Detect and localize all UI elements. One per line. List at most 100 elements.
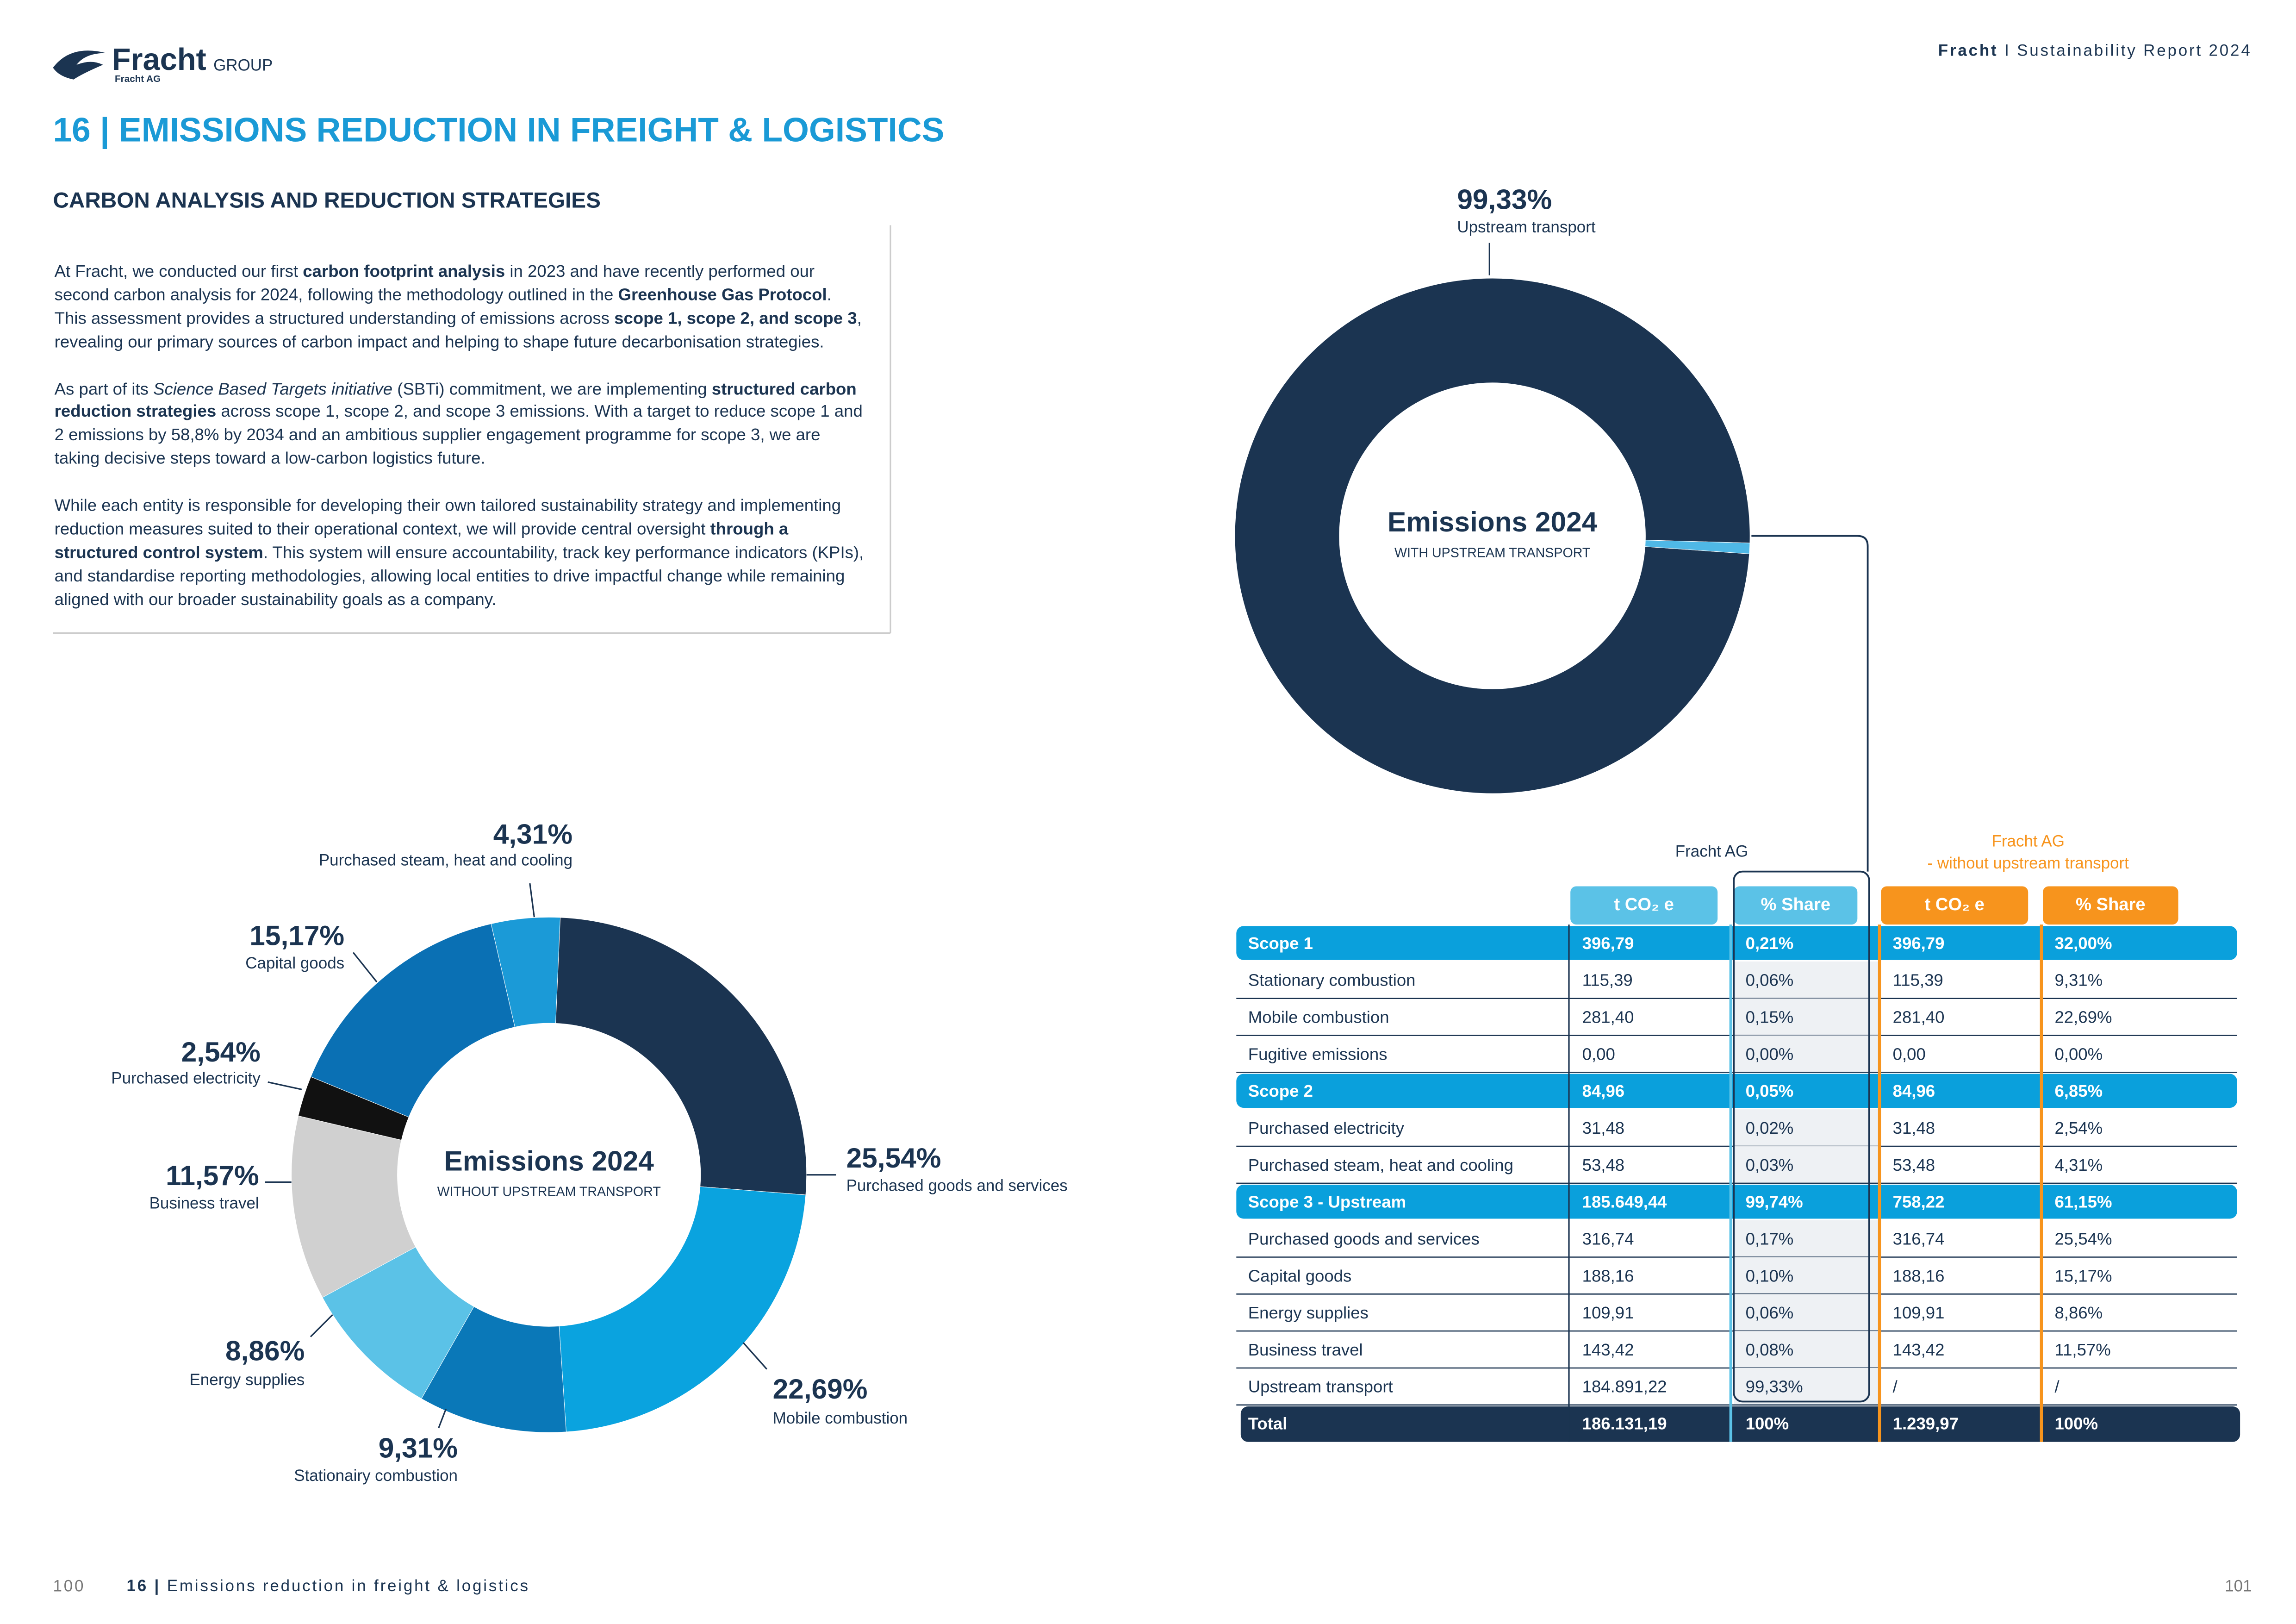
share-cell-bg	[1734, 998, 1880, 1036]
table-cell: 281,40	[1893, 1008, 1945, 1027]
share-cell-bg	[1734, 1146, 1880, 1183]
chapter-title: Emissions reduction in freight & logisti…	[167, 1577, 530, 1595]
chart-title: Emissions 2024	[444, 1145, 654, 1176]
table-cell: 115,39	[1893, 971, 1943, 990]
scope-row-bg	[1236, 1074, 2237, 1108]
donut-slice	[310, 923, 516, 1118]
table-cell: 53,48	[1893, 1156, 1935, 1174]
report-brand: Fracht	[1938, 42, 1998, 60]
table-cell: 15,17%	[2054, 1266, 2112, 1285]
table-cell: 143,42	[1893, 1340, 1945, 1359]
share-cell-bg	[1734, 1331, 1880, 1368]
category-label: Stationairy combustion	[294, 1467, 458, 1485]
text-run: structured carbon reduction strategies	[54, 381, 857, 422]
table-cell: 0,00%	[2054, 1044, 2103, 1063]
leader-line	[268, 1081, 302, 1090]
table-cell: 25,54%	[2054, 1229, 2112, 1248]
share-cell-bg	[1734, 1368, 1880, 1405]
text-run: through a structured control system	[54, 521, 789, 562]
column-header-bg	[1570, 886, 1718, 925]
text-run: As part of its	[54, 381, 154, 399]
text-run: (SBTi) commitment, we are implementing	[392, 381, 712, 399]
donut-slice	[1234, 278, 1750, 794]
table-cell: 99,33%	[1746, 1377, 1803, 1396]
table-cell: 53,48	[1582, 1156, 1625, 1174]
value-label: 9,31%	[379, 1432, 458, 1463]
category-label: Energy supplies	[189, 1371, 305, 1389]
table-cell: 100%	[1746, 1414, 1789, 1433]
total-row-bg	[1240, 1406, 2240, 1442]
leader-line	[438, 1408, 447, 1429]
text-run: across scope 1, scope 2, and scope 3 emi…	[54, 404, 863, 469]
highlight-box	[1733, 870, 1870, 1403]
chart-title: Emissions 2024	[1388, 506, 1598, 537]
table-cell: 0,03%	[1746, 1156, 1794, 1174]
table-cell: 84,96	[1582, 1081, 1625, 1100]
row-label: Scope 1	[1248, 934, 1313, 953]
category-label: Mobile combustion	[773, 1409, 908, 1427]
category-label: Capital goods	[245, 954, 344, 972]
table-cell: 396,79	[1582, 934, 1634, 953]
row-label: Fugitive emissions	[1248, 1044, 1388, 1063]
column-header: % Share	[2076, 894, 2146, 914]
table-cell: 61,15%	[2054, 1193, 2112, 1212]
text-run: . This system will ensure accountability…	[54, 544, 864, 609]
text-run: scope 1, scope 2, and scope 3	[614, 310, 857, 328]
table-cell: /	[2054, 1377, 2060, 1396]
table-cell: 31,48	[1893, 1118, 1935, 1137]
scope-row-bg	[1236, 926, 2237, 960]
page-number: 101	[2225, 1577, 2252, 1595]
share-cell-bg	[1734, 1220, 1880, 1257]
table-cell: 184.891,22	[1582, 1377, 1667, 1396]
table-cell: 0,00	[1582, 1044, 1615, 1063]
table-cell: 0,10%	[1746, 1266, 1794, 1285]
donut-slice	[559, 1186, 806, 1432]
table-cell: 0,08%	[1746, 1340, 1794, 1359]
text-run: . This assessment provides a structured …	[54, 287, 832, 328]
table-cell: 0,21%	[1746, 934, 1794, 953]
value-label: 15,17%	[249, 920, 344, 951]
value-label: 25,54%	[846, 1142, 941, 1174]
page-number: 100	[53, 1577, 85, 1595]
leader-line	[529, 883, 535, 918]
column-header-bg	[1734, 886, 1858, 925]
column-header: t CO₂ e	[1614, 894, 1674, 914]
text-run: , revealing our primary sources of carbo…	[54, 310, 862, 352]
table-cell: /	[1893, 1377, 1898, 1396]
table-cell: 115,39	[1582, 971, 1633, 990]
row-label: Capital goods	[1248, 1266, 1352, 1285]
table-cell: 0,06%	[1746, 971, 1794, 990]
table-cell: 6,85%	[2054, 1081, 2103, 1100]
row-label: Purchased goods and services	[1248, 1229, 1480, 1248]
table-cell: 11,57%	[2054, 1340, 2110, 1359]
table-cell: 0,00	[1893, 1044, 1926, 1063]
table-cell: 0,15%	[1746, 1008, 1794, 1027]
value-label: 22,69%	[773, 1373, 868, 1405]
column-header-bg	[2043, 886, 2178, 925]
table-cell: 8,86%	[2054, 1303, 2103, 1322]
column-header: % Share	[1761, 894, 1830, 914]
table-cell: 84,96	[1893, 1081, 1935, 1100]
row-label: Business travel	[1248, 1340, 1363, 1359]
category-label: Upstream transport	[1457, 218, 1596, 236]
column-header-bg	[1881, 886, 2028, 925]
table-cell: 758,22	[1893, 1193, 1945, 1212]
table-cell: 22,69%	[2054, 1008, 2112, 1027]
chart-subtitle: WITH UPSTREAM TRANSPORT	[1394, 545, 1590, 560]
logo-mark	[53, 50, 106, 80]
logo-sub: Fracht AG	[115, 74, 161, 84]
category-label: Purchased goods and services	[846, 1176, 1068, 1194]
table-cell: 186.131,19	[1582, 1414, 1667, 1433]
text-run: in 2023 and have recently performed our …	[54, 263, 815, 305]
group-header: Fracht AG	[1675, 843, 1748, 861]
table-cell: 99,74%	[1746, 1193, 1803, 1212]
footer-chapter: 16 | Emissions reduction in freight & lo…	[126, 1577, 529, 1595]
chart-subtitle: WITHOUT UPSTREAM TRANSPORT	[437, 1184, 661, 1199]
report-title: I Sustainability Report 2024	[2004, 42, 2252, 60]
row-label: Scope 3 - Upstream	[1248, 1193, 1406, 1212]
paragraph: While each entity is responsible for dev…	[55, 496, 864, 613]
share-cell-bg	[1734, 1294, 1880, 1331]
